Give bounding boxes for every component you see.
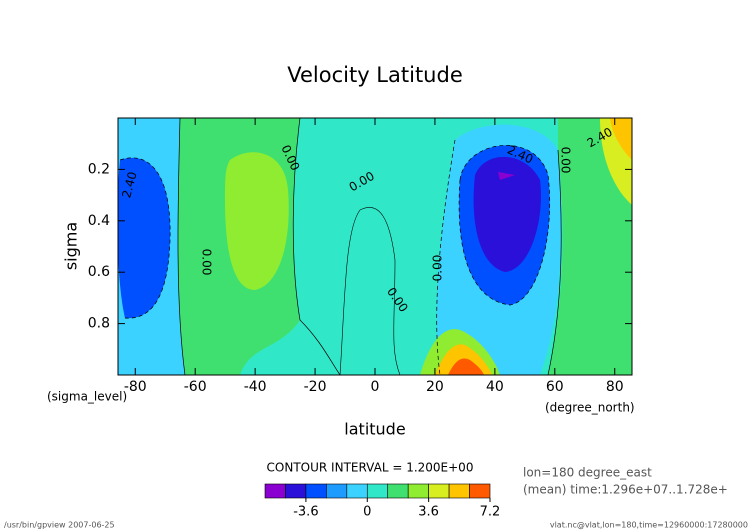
contour-label: 0.00 (431, 255, 445, 282)
colorbar-swatch (264, 483, 286, 499)
colorbar-tick-label: 0 (363, 505, 371, 520)
x-tick-label: -60 (184, 379, 207, 395)
footer: vlat.nc@vlat,lon=180,time=12960000:17280… (550, 521, 748, 530)
colorbar-swatch (305, 483, 327, 499)
colorbar-swatch (407, 483, 429, 499)
contour-field (118, 118, 632, 375)
y-axis-label: sigma (62, 222, 81, 270)
y-tick-label: 0.8 (88, 316, 110, 332)
colorbar-swatch (346, 483, 368, 499)
x-tick-label: 40 (486, 379, 504, 395)
contour-interval: CONTOUR INTERVAL = 1.200E+00 (267, 461, 474, 475)
x-units: (degree_north) (545, 401, 635, 415)
y-tick-label: 0.4 (88, 213, 110, 229)
x-tick-label: -20 (304, 379, 327, 395)
colorbar-swatch (387, 483, 409, 499)
info-line: (mean) time:1.296e+07..1.728e+ (523, 483, 728, 497)
colorbar-swatch (326, 483, 348, 499)
colorbar-tick-label: -3.6 (293, 505, 318, 520)
colorbar-swatch (285, 483, 307, 499)
x-tick-label: -80 (124, 379, 147, 395)
chart-title: Velocity Latitude (287, 63, 463, 87)
y-tick-label: 0.6 (88, 264, 110, 280)
contour-label: 0.00 (559, 147, 573, 174)
contour-label: 0.00 (200, 249, 214, 276)
y-units: (sigma_level) (47, 390, 127, 404)
colorbar-swatch (428, 483, 450, 499)
x-tick-label: 20 (426, 379, 444, 395)
colorbar-swatch (448, 483, 470, 499)
x-tick-label: 60 (546, 379, 564, 395)
x-tick-label: -40 (244, 379, 267, 395)
colorbar-swatch (366, 483, 389, 499)
x-tick-label: 80 (606, 379, 624, 395)
colorbar-tick-label: 3.6 (418, 505, 439, 520)
info-line: lon=180 degree_east (523, 466, 652, 480)
x-tick-label: 0 (371, 379, 380, 395)
footer: /usr/bin/gpview 2007-06-25 (4, 521, 115, 530)
x-axis-label: latitude (344, 420, 405, 439)
colorbar-swatch (469, 483, 491, 499)
colorbar-tick-label: 7.2 (480, 505, 501, 520)
y-tick-label: 0.2 (88, 161, 110, 177)
contour-label: 2.40 (119, 170, 139, 199)
